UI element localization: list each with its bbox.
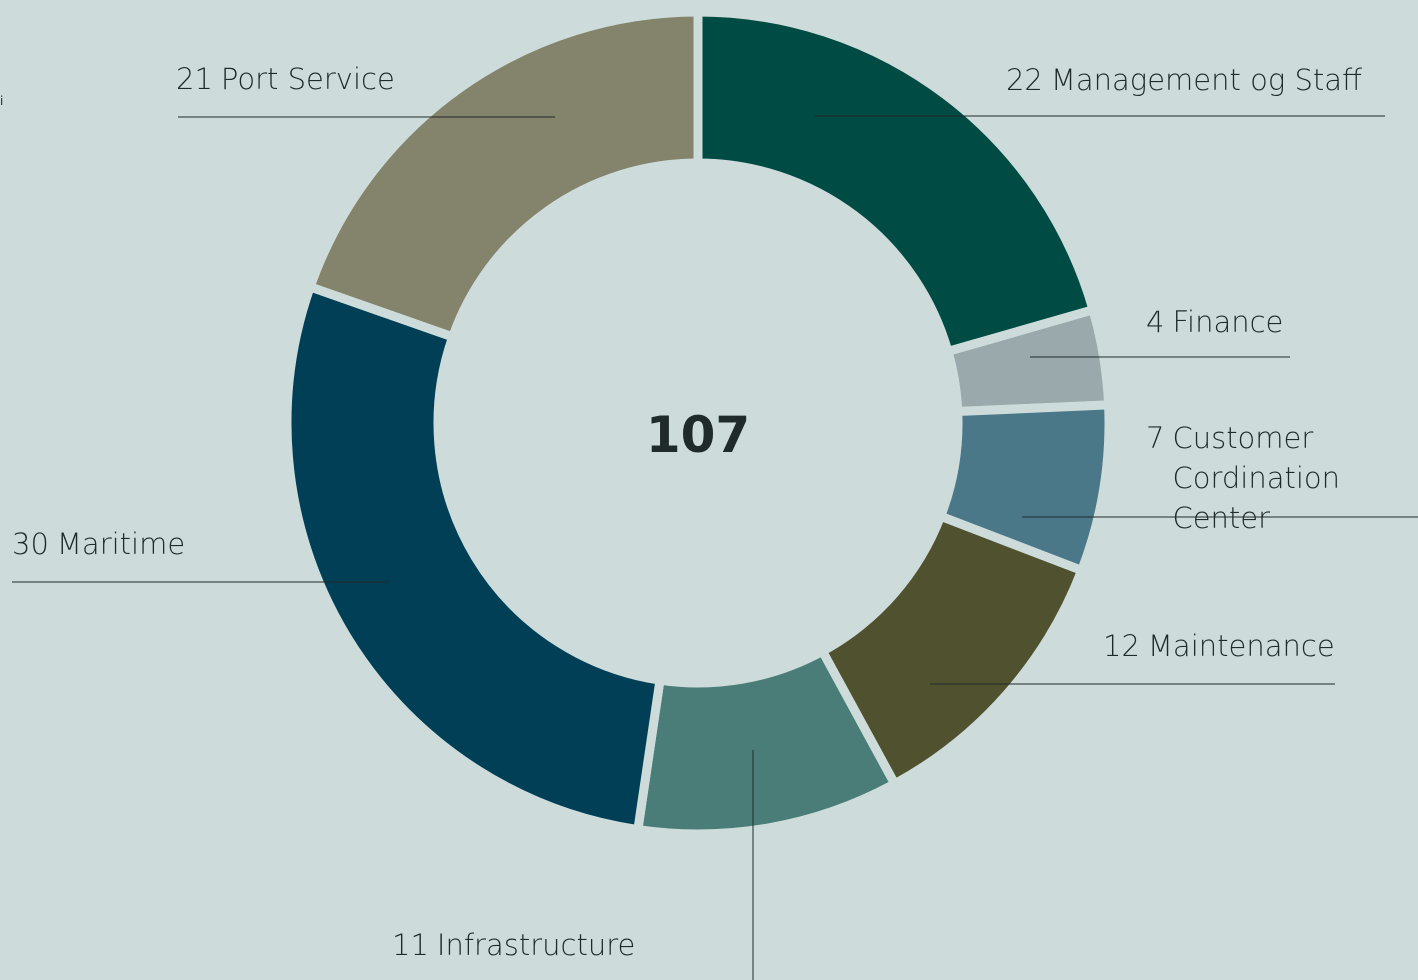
donut-segment (304, 7, 703, 343)
segment-label: 4 Finance (1146, 302, 1283, 342)
category-label: Management og Staff (1050, 63, 1362, 97)
segment-label: 30 Maritime (12, 524, 185, 564)
segment-label: 11 Infrastructure (392, 925, 635, 965)
value-label: 12 (1103, 629, 1140, 663)
total: 107 (645, 406, 751, 464)
category-label: Port Service (220, 62, 395, 96)
category-label: Finance (1172, 305, 1284, 339)
segment-label: 12 Maintenance (1103, 626, 1335, 666)
donut-segment (282, 281, 666, 835)
donut-segment (693, 7, 1099, 357)
value-label: 7 (1146, 421, 1165, 455)
category-label: Maintenance (1147, 629, 1335, 663)
value-label: 11 (392, 928, 429, 962)
segment-label: 21 Port Service (176, 59, 395, 99)
value-label: 22 (1005, 63, 1043, 97)
info-marker: i (0, 94, 4, 108)
segment-label: 7 Customer Cordination Center (1146, 418, 1418, 538)
value-label: 21 (176, 62, 213, 96)
segment-label: 22 Management og Staff (1006, 60, 1362, 100)
value-label: 30 (12, 527, 49, 561)
category-label: Maritime (56, 527, 186, 561)
category-label: Customer Cordination Center (1172, 421, 1341, 535)
category-label: Infrastructure (436, 928, 636, 962)
value-label: 4 (1146, 305, 1165, 339)
